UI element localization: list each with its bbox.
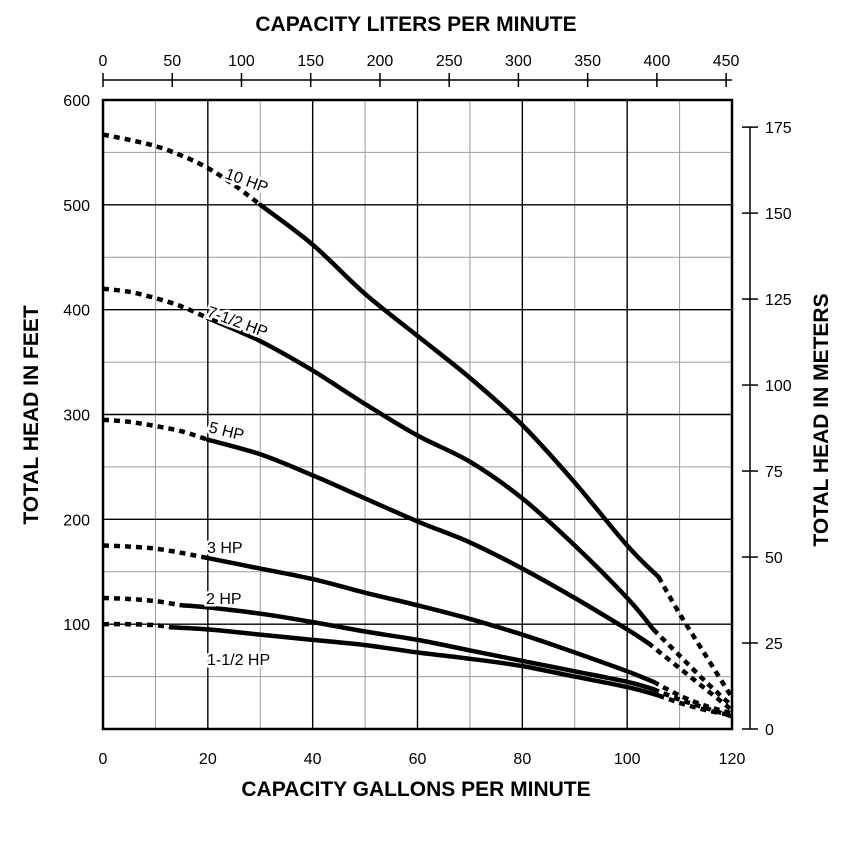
series-7-1-2-hp-dashed-start xyxy=(102,286,209,321)
x-tick-label: 80 xyxy=(513,751,531,768)
top-tick-label: 250 xyxy=(436,53,463,70)
top-tick-label: 300 xyxy=(505,53,532,70)
series-3-hp-dashed-end xyxy=(652,679,733,716)
y-axis-left-title: TOTAL HEAD IN FEET xyxy=(20,305,43,525)
series-2-hp-dashed-start xyxy=(102,595,182,608)
series-7-1-2-hp-line xyxy=(205,315,656,632)
top-tick-label: 50 xyxy=(163,53,181,70)
top-tick-label: 400 xyxy=(644,53,671,70)
y-tick-label: 500 xyxy=(63,198,90,215)
y-tick-label: 200 xyxy=(63,512,90,529)
y-tick-label: 300 xyxy=(63,408,90,425)
right-tick-label: 0 xyxy=(765,722,774,739)
top-tick-label: 150 xyxy=(297,53,324,70)
series-2-hp-dashed-end xyxy=(652,687,733,719)
x-tick-label: 60 xyxy=(409,751,427,768)
right-tick-label: 50 xyxy=(765,550,783,567)
x-tick-label: 40 xyxy=(304,751,322,768)
series-2-hp-line xyxy=(179,603,656,692)
top-tick-label: 350 xyxy=(574,53,601,70)
top-tick-label: 0 xyxy=(99,53,108,70)
series-1-1-2-hp-dashed-start xyxy=(102,621,172,630)
x-tick-label: 20 xyxy=(199,751,217,768)
x-tick-label: 120 xyxy=(719,751,746,768)
series-5-hp-dashed-end xyxy=(646,641,734,712)
series-10-hp-dashed-end xyxy=(656,575,734,699)
series-10-hp-dashed-start xyxy=(102,132,262,207)
right-tick-label: 150 xyxy=(765,206,792,223)
y-tick-label: 600 xyxy=(63,93,90,110)
top-axis-title: CAPACITY LITERS PER MINUTE xyxy=(255,13,576,36)
series-lines xyxy=(102,132,734,719)
series-1-1-2-hp-dashed-end xyxy=(657,693,733,718)
series-2-hp-label: 2 HP xyxy=(206,591,242,608)
right-tick-label: 100 xyxy=(765,378,792,395)
x-tick-label: 100 xyxy=(614,751,641,768)
x-axis-title: CAPACITY GALLONS PER MINUTE xyxy=(241,778,590,801)
series-3-hp-line xyxy=(205,555,656,685)
x-tick-label: 0 xyxy=(99,751,108,768)
y-axis-right-title: TOTAL HEAD IN METERS xyxy=(810,293,833,546)
series-1-1-2-hp-label: 1-1/2 HP xyxy=(207,652,270,669)
right-tick-label: 175 xyxy=(765,120,792,137)
right-tick-label: 125 xyxy=(765,292,792,309)
series-10-hp-line xyxy=(258,202,661,580)
series-7-1-2-hp-dashed-end xyxy=(651,627,734,708)
right-tick-label: 25 xyxy=(765,636,783,653)
top-tick-label: 100 xyxy=(228,53,255,70)
series-3-hp-label: 3 HP xyxy=(207,540,243,557)
series-1-1-2-hp-line xyxy=(168,625,661,698)
y-tick-label: 100 xyxy=(63,617,90,634)
right-tick-label: 75 xyxy=(765,464,783,481)
series-5-hp-line xyxy=(205,437,651,646)
top-tick-label: 200 xyxy=(367,53,394,70)
plot-border xyxy=(101,98,734,731)
top-tick-label: 450 xyxy=(713,53,740,70)
y-tick-label: 400 xyxy=(63,303,90,320)
series-5-hp-dashed-start xyxy=(102,417,209,442)
